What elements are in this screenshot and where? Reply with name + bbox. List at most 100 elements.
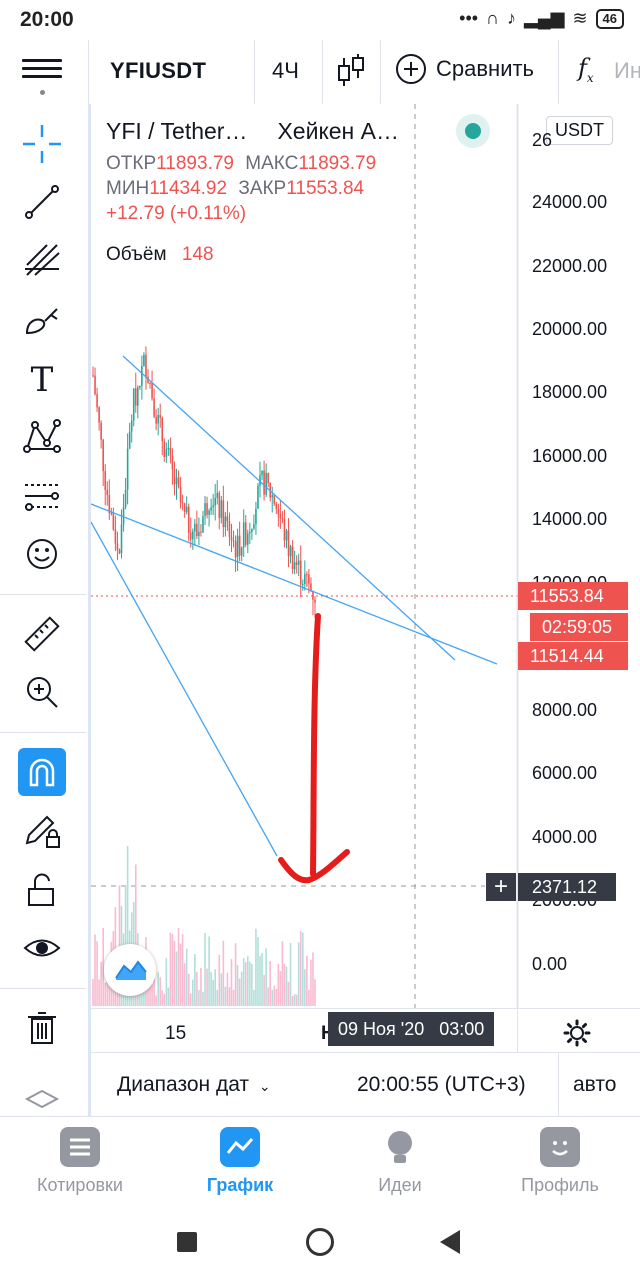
home-button[interactable] — [306, 1228, 334, 1256]
candle-body — [212, 505, 214, 508]
candle-body — [251, 528, 253, 533]
trendline-tool[interactable] — [18, 178, 66, 226]
emoji-tool[interactable] — [18, 530, 66, 578]
low-label: МИН — [106, 178, 150, 199]
live-status-icon[interactable] — [456, 114, 490, 148]
projection-line[interactable] — [90, 521, 278, 857]
price-axis-label: 16000.00 — [532, 446, 608, 466]
symbol-selector[interactable]: YFIUSDT — [110, 58, 207, 83]
crosshair-plus-button[interactable]: + — [486, 873, 516, 901]
candle-body — [171, 455, 174, 470]
volume-bar — [165, 958, 168, 1006]
status-time: 20:00 — [20, 8, 74, 31]
volume-bar — [238, 978, 241, 1006]
candle-body — [210, 507, 212, 511]
candle-body — [234, 541, 237, 558]
recent-apps-button[interactable] — [177, 1232, 197, 1252]
price-chart[interactable] — [90, 104, 640, 1052]
candle-body — [122, 507, 125, 525]
candle-body — [244, 522, 247, 545]
nav-profile[interactable]: Профиль — [490, 1127, 630, 1196]
chart-style-label[interactable]: Хейкен А… — [277, 118, 399, 144]
gear-icon[interactable] — [562, 1018, 592, 1048]
candle-body — [173, 469, 176, 485]
brush-tool[interactable] — [18, 296, 66, 344]
crosshair-price-tag: 2371.12 — [518, 873, 616, 901]
candle-body — [224, 516, 227, 528]
volume-bar — [281, 941, 284, 1006]
menu-button[interactable] — [22, 54, 62, 94]
chart-style-float-button[interactable] — [104, 944, 156, 996]
candle-body — [220, 500, 223, 518]
lock-drawing-tool[interactable] — [18, 806, 66, 854]
volume-bar — [218, 954, 221, 1006]
magnet-tool[interactable] — [18, 748, 66, 796]
candle-body — [214, 498, 217, 506]
volume-bar — [220, 973, 223, 1006]
delete-tool[interactable] — [18, 1004, 66, 1052]
text-tool[interactable]: T — [18, 354, 66, 402]
nav-chart[interactable]: График — [170, 1127, 310, 1196]
crosshair-tool[interactable] — [18, 120, 66, 168]
nav-quotes[interactable]: Котировки — [10, 1127, 150, 1196]
candle-body — [299, 560, 302, 585]
volume-bar — [198, 990, 200, 1006]
interval-selector[interactable]: 4Ч — [272, 58, 299, 83]
pattern-tool[interactable] — [18, 412, 66, 460]
symbol-title[interactable]: YFI / Tether… — [106, 118, 248, 144]
status-icons: ••• ∩ ♪ ▂▄▆ ≋ 46 — [459, 8, 624, 29]
currency-badge[interactable]: USDT — [546, 116, 613, 145]
candle-body — [94, 375, 96, 395]
volume-bar — [234, 943, 237, 1006]
back-button[interactable] — [440, 1230, 460, 1254]
candle-body — [167, 447, 170, 450]
candle-body — [100, 422, 102, 440]
signal-icon: ▂▄▆ — [523, 8, 565, 28]
volume-bar — [224, 986, 227, 1006]
lightbulb-icon — [380, 1127, 420, 1167]
volume-bar — [308, 989, 310, 1006]
nav-label: График — [206, 1175, 274, 1195]
candle-body — [106, 489, 109, 496]
smiley-icon — [27, 539, 57, 569]
system-navigation — [0, 1200, 640, 1280]
price-axis-label: 20000.00 — [532, 319, 608, 339]
candle-type-icon[interactable] — [336, 52, 366, 92]
volume-bar — [183, 963, 186, 1006]
volume-bar — [204, 932, 206, 1006]
candle-body — [191, 531, 194, 540]
zoom-tool[interactable] — [18, 668, 66, 716]
layers-tool[interactable] — [18, 1074, 66, 1122]
auto-scale-button[interactable]: авто — [573, 1073, 617, 1096]
volume-value: 148 — [181, 244, 214, 265]
fib-tool[interactable] — [18, 236, 66, 284]
nav-label: Идеи — [378, 1175, 422, 1195]
forecast-tool[interactable] — [18, 472, 66, 520]
text-icon: T — [31, 360, 54, 399]
pencil-lock-icon — [25, 815, 60, 848]
volume-bar — [279, 970, 282, 1006]
measure-tool[interactable] — [18, 610, 66, 658]
volume-bar — [94, 934, 96, 1006]
candle-body — [145, 354, 147, 377]
compare-button[interactable]: Сравнить — [396, 54, 534, 84]
wedge-lower-line[interactable] — [90, 503, 498, 665]
last-price-tag: 11553.84 — [518, 582, 628, 610]
candle-body — [275, 503, 278, 509]
compare-label: Сравнить — [436, 56, 535, 81]
volume-bar — [181, 934, 184, 1006]
date-range-selector[interactable]: Диапазон дат ⌄ — [117, 1073, 271, 1097]
candle-body — [98, 407, 100, 423]
candle-body — [273, 495, 276, 504]
volume-bar — [291, 995, 294, 1006]
price-axis-label: 8000.00 — [532, 700, 598, 720]
nav-ideas[interactable]: Идеи — [330, 1127, 470, 1196]
visibility-tool[interactable] — [18, 924, 66, 972]
wedge-upper-line[interactable] — [122, 355, 456, 661]
timezone-clock[interactable]: 20:00:55 (UTC+3) — [357, 1073, 526, 1096]
volume-bar — [149, 979, 151, 1006]
fx-icon[interactable]: fx — [578, 54, 594, 85]
volume-bar — [242, 958, 245, 1006]
unlock-tool[interactable] — [18, 866, 66, 914]
indicators-label[interactable]: Ин — [614, 58, 640, 83]
